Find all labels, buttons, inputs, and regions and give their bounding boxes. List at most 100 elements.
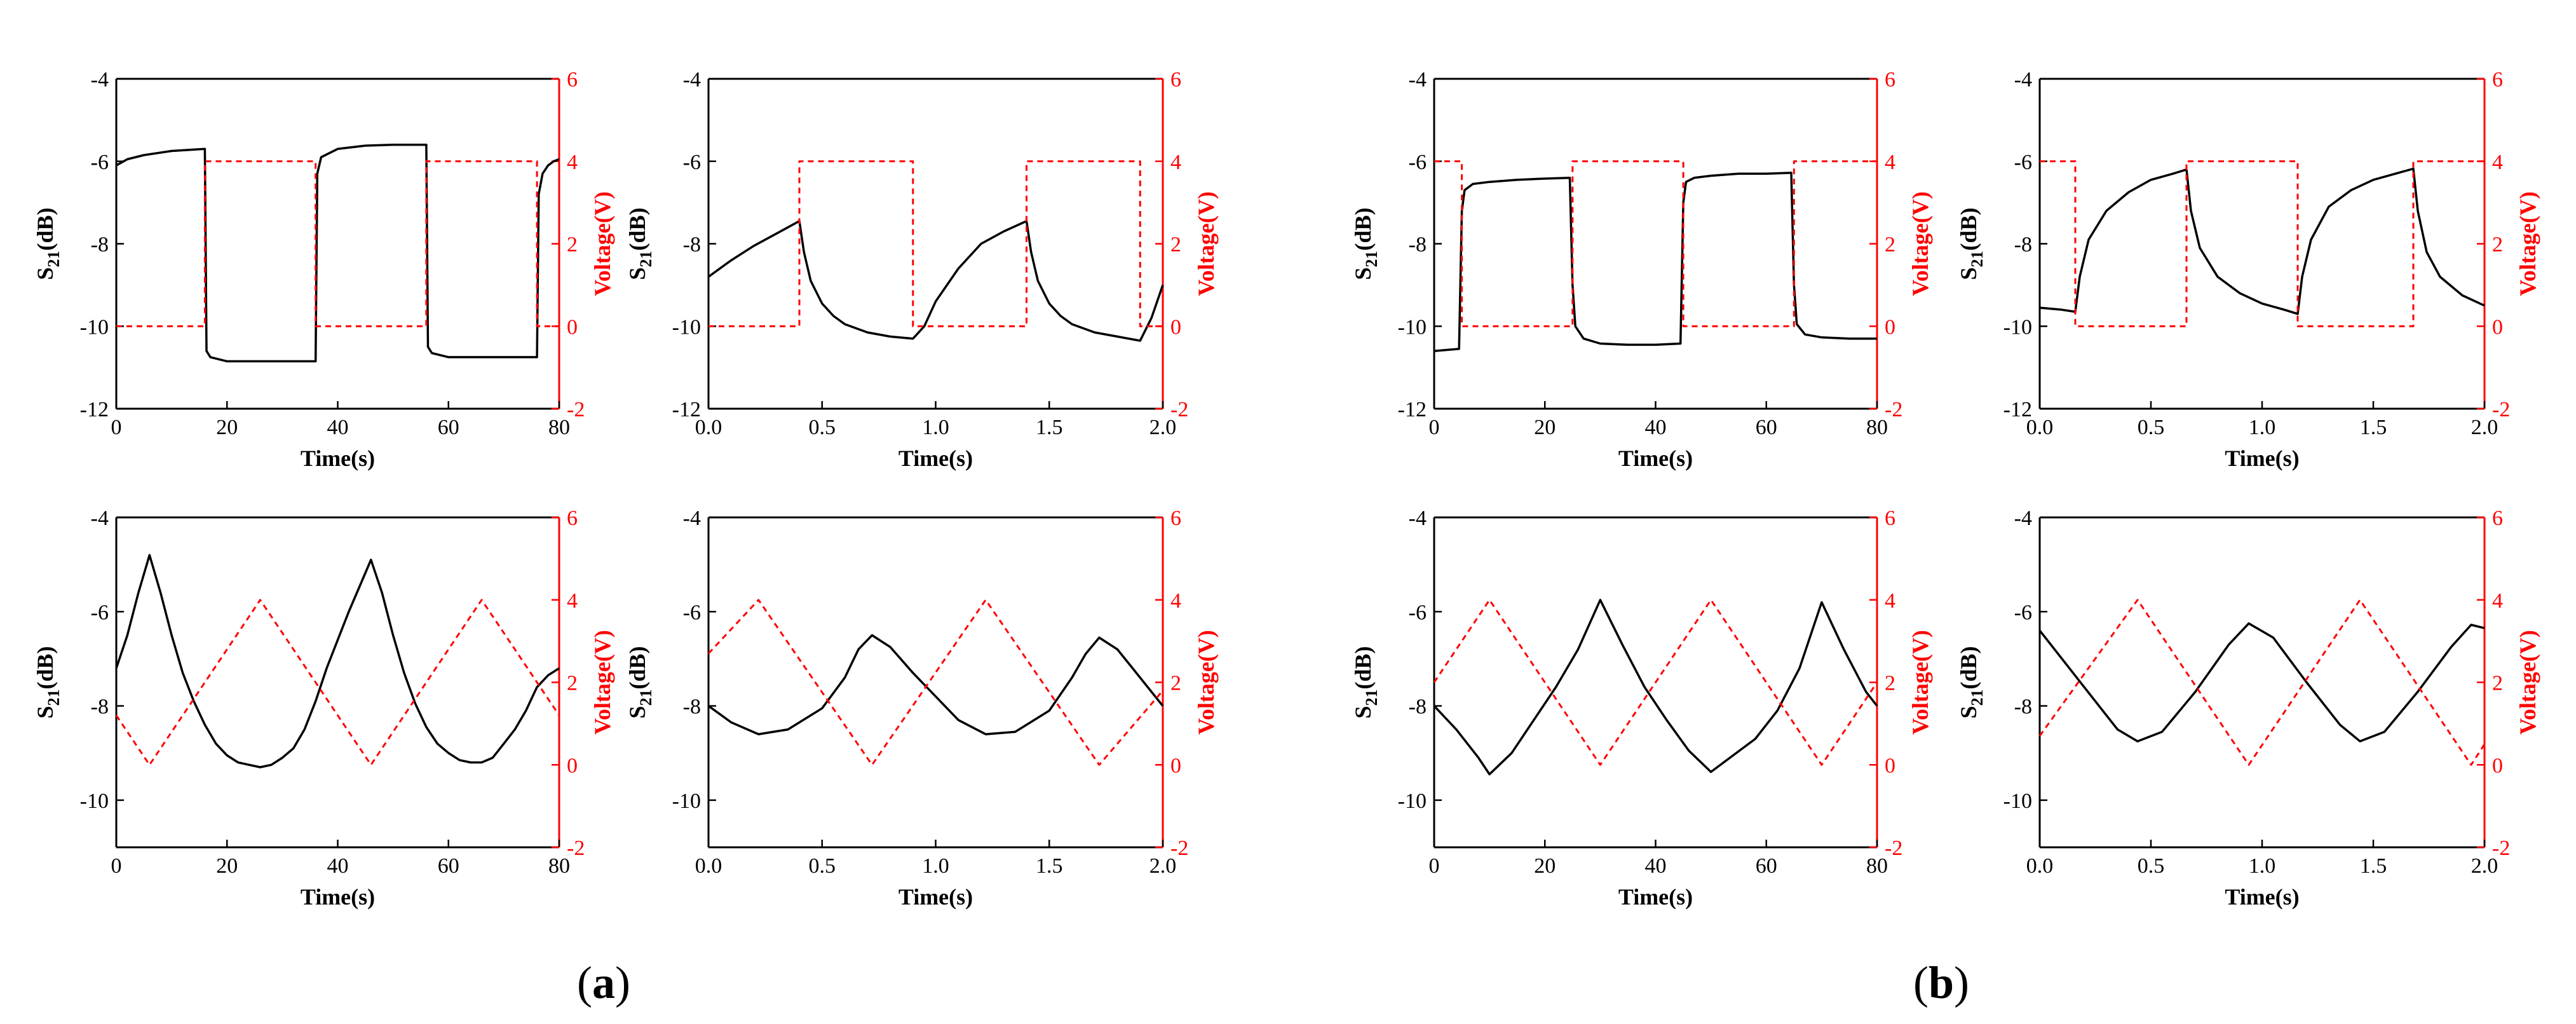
- y-tick-label: -10: [1398, 789, 1427, 813]
- y-tick-label: -6: [91, 151, 109, 174]
- y-axis-title-main: S: [1956, 267, 1981, 280]
- y-tick-label: -10: [672, 315, 701, 339]
- y-tick-label: -4: [2014, 68, 2032, 92]
- panel-label-a-close: ): [615, 957, 630, 1008]
- y2-tick-label: 6: [1170, 68, 1181, 92]
- y-tick-label: -4: [683, 507, 701, 530]
- y2-tick-label: 0: [1170, 315, 1181, 339]
- y-axis-title-main: S: [625, 706, 650, 718]
- y-axis-title-unit: (dB): [625, 207, 650, 250]
- y2-tick-label: -2: [1885, 836, 1902, 860]
- chart-b-r1c2: 0.0 0.5 1.0 1.5 2.0 -12 -10 -8 -6 -4 -2 0 2 4 6 Time(s)…: [1956, 68, 2540, 471]
- y2-tick-label: 4: [1170, 589, 1181, 613]
- x-axis-title: Time(s): [301, 884, 375, 910]
- y2-tick-label: 6: [2492, 68, 2503, 92]
- y-axis-title-sub: 21: [1362, 250, 1381, 267]
- x-tick-label: 1.5: [1036, 854, 1063, 878]
- y-tick-label: -8: [683, 695, 701, 719]
- y-tick-label: -10: [80, 789, 109, 813]
- x-tick-label: 0.0: [695, 416, 722, 439]
- series-line-voltage: [707, 599, 1164, 766]
- y-axis-title-main: S: [32, 267, 58, 280]
- x-tick-label: 20: [1534, 416, 1556, 439]
- y-axis-title: S21(dB): [1956, 646, 1986, 718]
- y-tick-label: -10: [672, 789, 701, 813]
- x-tick-label: 1.0: [922, 854, 949, 878]
- y-tick-label: -4: [1409, 68, 1427, 92]
- y2-axis-title: Voltage(V): [590, 630, 615, 735]
- y-tick-label: -8: [91, 233, 109, 257]
- y2-tick-label: 2: [567, 233, 578, 257]
- x-tick-label: 60: [438, 416, 459, 439]
- y-tick-label: -12: [672, 398, 701, 421]
- y-tick-label: -6: [683, 601, 701, 624]
- y-tick-label: -8: [1409, 695, 1427, 719]
- y-tick-label: -4: [91, 507, 109, 530]
- series-line-s21: [707, 220, 1164, 342]
- x-tick-label: 40: [327, 416, 349, 439]
- x-tick-label: 0: [111, 854, 122, 878]
- y-tick-label: -10: [2003, 315, 2032, 339]
- y-axis-title-unit: (dB): [625, 646, 650, 689]
- panel-label-a: (a): [577, 957, 630, 1008]
- chart-b-r2c2: 0.0 0.5 1.0 1.5 2.0 -10 -8 -6 -4 -2 0 2 4 6 Time(s) S21…: [1956, 507, 2540, 910]
- y2-tick-label: 0: [2492, 315, 2503, 339]
- y-tick-label: -6: [683, 151, 701, 174]
- y2-tick-label: 4: [1170, 151, 1181, 174]
- x-tick-label: 0.0: [2026, 854, 2054, 878]
- panel-label-b-close: ): [1954, 957, 1969, 1008]
- y2-tick-label: 6: [567, 68, 578, 92]
- y2-tick-label: 0: [567, 754, 578, 777]
- y-tick-label: -6: [1409, 601, 1427, 624]
- x-tick-label: 1.5: [2360, 854, 2387, 878]
- series-line-voltage: [2038, 599, 2486, 766]
- x-tick-label: 0.5: [809, 854, 836, 878]
- x-tick-label: 60: [1756, 416, 1777, 439]
- y2-tick-label: 4: [567, 589, 578, 613]
- panel-label-a-letter: a: [592, 957, 615, 1008]
- y2-tick-label: 0: [2492, 754, 2503, 777]
- x-axis-title: Time(s): [898, 884, 973, 910]
- series-line-voltage: [115, 599, 560, 766]
- panel-label-b-letter: b: [1929, 957, 1954, 1008]
- chart-a-r2c2: 0.0 0.5 1.0 1.5 2.0 -10 -8 -6 -4 -2 0 2 4 6 Time(s) S21…: [625, 507, 1219, 910]
- x-tick-label: 2.0: [2471, 854, 2498, 878]
- y-tick-label: -10: [1398, 315, 1427, 339]
- x-tick-label: 0: [111, 416, 122, 439]
- y-axis-title-sub: 21: [637, 689, 655, 706]
- series-line-voltage: [708, 160, 1163, 327]
- y-tick-label: -10: [2003, 789, 2032, 813]
- y2-tick-label: 2: [567, 672, 578, 695]
- x-tick-label: 60: [1756, 854, 1777, 878]
- y-tick-label: -8: [1409, 233, 1427, 257]
- x-tick-label: 0.5: [2138, 416, 2165, 439]
- plots-layer: 0 20 40 60 80-12-10-8-6-4-20246Time(s)S21(dB…: [32, 68, 2540, 910]
- y2-tick-label: 0: [567, 315, 578, 339]
- y2-axis-title: Voltage(V): [2515, 191, 2540, 296]
- y-tick-label: -8: [683, 233, 701, 257]
- series-line-voltage: [116, 160, 559, 327]
- y-axis-title: S21(dB): [1956, 207, 1986, 280]
- y2-tick-label: 2: [1885, 672, 1895, 695]
- y2-axis-title: Voltage(V): [590, 191, 615, 296]
- x-tick-label: 80: [1866, 854, 1888, 878]
- y2-tick-label: 0: [1170, 754, 1181, 777]
- x-tick-label: 1.5: [1036, 416, 1063, 439]
- y2-tick-label: -2: [1170, 836, 1188, 860]
- y-tick-label: -4: [2014, 507, 2032, 530]
- y-axis-title-unit: (dB): [32, 646, 58, 689]
- y-axis-title-main: S: [1350, 267, 1376, 280]
- panel-label-b-open: (: [1913, 957, 1929, 1008]
- y2-axis-title: Voltage(V): [1908, 191, 1933, 296]
- y-tick-label: -8: [2014, 695, 2032, 719]
- y2-tick-label: 2: [2492, 672, 2503, 695]
- chart-a-r1c2: 0.0 0.5 1.0 1.5 2.0 -12 -10 -8 -6 -4 -2 0 2 4 6 Time(s)…: [625, 68, 1219, 471]
- x-tick-label: 40: [1645, 416, 1667, 439]
- y-tick-label: -4: [1409, 507, 1427, 530]
- y2-tick-label: 6: [1170, 507, 1181, 530]
- y2-tick-label: 2: [2492, 233, 2503, 257]
- y2-tick-label: 4: [2492, 151, 2503, 174]
- chart-b-r1c1: 0 20 40 60 80 -12 -10 -8 -6 -4 -2 0 2 4 6 Time(s) S21(dB…: [1350, 68, 1933, 471]
- series-line-s21: [116, 144, 560, 363]
- x-tick-label: 2.0: [1149, 416, 1177, 439]
